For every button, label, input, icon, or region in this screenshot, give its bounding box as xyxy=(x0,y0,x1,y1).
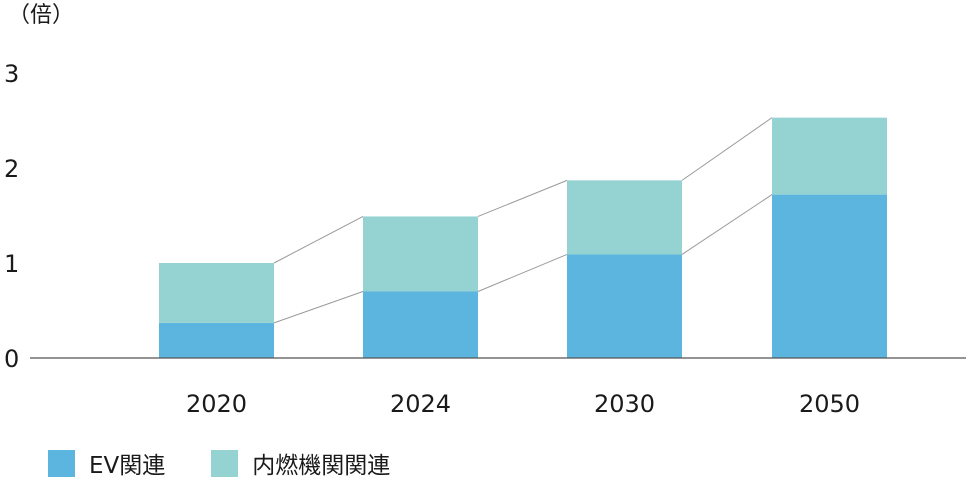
legend-label-ev: EV関連 xyxy=(89,453,166,479)
y-tick-label-2: 2 xyxy=(4,155,19,183)
connector-ev-2020-2024 xyxy=(273,291,364,324)
bar-ice-2030 xyxy=(567,180,682,255)
bar-ev-2050 xyxy=(772,194,887,358)
x-tick-label-2024: 2024 xyxy=(390,390,451,418)
x-axis-ticks: 2020 2024 2030 2050 xyxy=(186,390,860,418)
y-axis-ticks: 0 1 2 3 xyxy=(4,60,19,373)
bar-ice-2020 xyxy=(159,263,274,323)
bar-ice-2024 xyxy=(363,216,478,292)
y-tick-label-3: 3 xyxy=(4,60,19,88)
connector-ev-2024-2030 xyxy=(477,253,568,292)
x-tick-label-2050: 2050 xyxy=(799,390,860,418)
x-tick-label-2020: 2020 xyxy=(186,390,247,418)
bar-ice-2050 xyxy=(772,117,887,195)
bar-ev-2024 xyxy=(363,291,478,358)
connector-total-2030-2050 xyxy=(681,117,773,181)
legend-label-ice: 内燃機関関連 xyxy=(252,453,391,479)
y-axis-unit-label: （倍） xyxy=(8,3,75,28)
bars xyxy=(159,117,887,358)
y-tick-label-0: 0 xyxy=(4,345,19,373)
connector-total-2024-2030 xyxy=(477,179,568,217)
legend-swatch-ev xyxy=(48,449,75,477)
connector-total-2020-2024 xyxy=(273,216,364,264)
bar-ev-2030 xyxy=(567,254,682,358)
y-tick-label-1: 1 xyxy=(4,250,19,278)
x-tick-label-2030: 2030 xyxy=(594,390,655,418)
connector-lines xyxy=(273,117,773,324)
legend-item-ev: EV関連 xyxy=(48,446,165,480)
legend: EV関連 内燃機関関連 xyxy=(48,446,436,480)
stacked-bar-chart: 0 1 2 3 2020 2024 2030 2050 xyxy=(4,60,966,418)
connector-ev-2030-2050 xyxy=(681,194,773,255)
legend-item-ice: 内燃機関関連 xyxy=(211,446,390,480)
bar-ev-2020 xyxy=(159,322,274,358)
legend-swatch-ice xyxy=(211,449,239,477)
